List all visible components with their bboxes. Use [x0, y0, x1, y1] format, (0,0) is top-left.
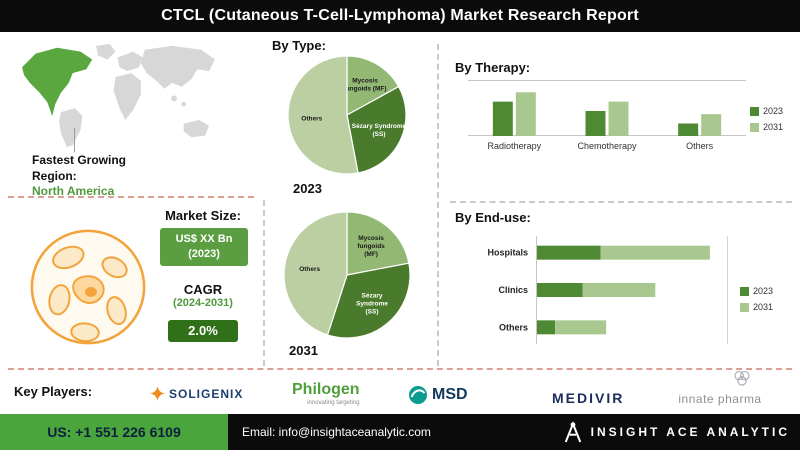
- by-therapy-bar-chart: Radiotherapy Chemotherapy Others: [468, 80, 746, 157]
- legend-swatch-2031: [740, 302, 749, 312]
- key-players-label: Key Players:: [14, 384, 93, 399]
- right-divider: [450, 201, 792, 203]
- legend-swatch-2023: [750, 106, 759, 116]
- column-divider-left: [263, 200, 265, 366]
- innate-pharma-name: innate pharma: [678, 392, 762, 406]
- brand-name: INSIGHT ACE ANALYTIC: [590, 425, 790, 439]
- market-size-value: US$ XX Bn: [175, 233, 233, 245]
- philogen-tagline: innovating targeting: [307, 400, 360, 406]
- pie-2023-year-label: 2023: [293, 181, 322, 196]
- philogen-name: Philogen: [292, 381, 360, 398]
- by-type-2023-pie-chart: Mycosis fungoids (MF) Sézary Syndrome (SS) O…: [287, 55, 407, 179]
- legend-swatch-2031: [750, 122, 759, 132]
- msd-name: MSD: [432, 386, 468, 403]
- brand-logo: INSIGHT ACE ANALYTIC: [563, 414, 790, 450]
- email-address: Email: info@insightaceanalytic.com: [242, 425, 431, 439]
- legend-item-2023: 2023: [750, 106, 783, 116]
- innate-flower-icon: [734, 370, 750, 386]
- logo-medivir: MEDIVIR: [552, 390, 624, 408]
- fastest-growing-value: North America: [32, 184, 115, 199]
- cagr-label: CAGR: [183, 282, 223, 297]
- cagr-block: CAGR (2024-2031): [152, 282, 254, 309]
- cell-illustration: [30, 229, 146, 345]
- world-map: [22, 43, 215, 148]
- logo-soligenix: SOLIGENIX: [150, 386, 243, 401]
- email-block: Email: info@insightaceanalytic.com: [242, 414, 431, 450]
- legend-swatch-2023: [740, 286, 749, 296]
- medivir-name: MEDIVIR: [552, 390, 625, 406]
- svg-text:Others: Others: [299, 266, 320, 273]
- msd-circle-icon: [409, 386, 427, 404]
- legend-item-2031: 2031: [740, 302, 773, 312]
- svg-text:Others: Others: [686, 141, 714, 151]
- logo-philogen: Philogen innovating targeting: [292, 381, 360, 406]
- svg-text:Radiotherapy: Radiotherapy: [488, 141, 542, 151]
- market-size-year: (2023): [188, 247, 220, 260]
- legend-item-2031: 2031: [750, 122, 783, 132]
- report-title: CTCL (Cutaneous T-Cell-Lymphoma) Market …: [161, 7, 639, 24]
- fastest-growing-label: Fastest Growing Region:: [32, 153, 127, 183]
- map-pointer-line: [74, 128, 75, 152]
- svg-text:Hospitals: Hospitals: [487, 248, 528, 258]
- report-title-bar: CTCL (Cutaneous T-Cell-Lymphoma) Market …: [0, 0, 800, 32]
- phone-number: US: +1 551 226 6109: [47, 424, 181, 440]
- logo-msd: MSD: [408, 385, 468, 405]
- soligenix-star-icon: [150, 386, 165, 401]
- svg-text:Others: Others: [499, 322, 528, 332]
- legend-item-2023: 2023: [740, 286, 773, 296]
- column-divider-right: [437, 44, 439, 366]
- pie-2031-year-label: 2031: [289, 343, 318, 358]
- legend-label-2031: 2031: [763, 122, 784, 132]
- by-end-use-legend: 2023 2031: [740, 286, 773, 318]
- north-america-highlight: [22, 47, 93, 116]
- by-end-use-title: By End-use:: [455, 210, 531, 225]
- insight-ace-a-icon: [564, 421, 581, 443]
- market-size-badge: US$ XX Bn (2023): [160, 228, 248, 266]
- legend-label-2023: 2023: [763, 106, 784, 116]
- by-type-2031-pie-chart: Mycosis fungoids (MF) Sézary Syndrome (SS) Oth…: [283, 211, 411, 343]
- by-therapy-legend: 2023 2031: [750, 106, 783, 138]
- by-therapy-title: By Therapy:: [455, 60, 531, 75]
- market-size-block: Market Size:: [152, 208, 254, 223]
- by-type-title: By Type:: [272, 38, 326, 53]
- svg-text:Clinics: Clinics: [498, 285, 528, 295]
- cagr-value-badge: 2.0%: [168, 320, 238, 342]
- legend-label-2023: 2023: [753, 286, 774, 296]
- fastest-growing-region: Fastest Growing Region: North America: [32, 153, 152, 198]
- soligenix-name: SOLIGENIX: [169, 386, 244, 401]
- svg-text:Chemotherapy: Chemotherapy: [577, 141, 637, 151]
- market-size-label: Market Size:: [165, 208, 241, 223]
- svg-text:Others: Others: [301, 115, 322, 122]
- svg-text:Sézary Syndrome(SS): Sézary Syndrome (SS): [352, 123, 406, 138]
- by-end-use-bar-chart: Hospitals Clinics Others: [468, 234, 730, 351]
- legend-label-2031: 2031: [753, 302, 774, 312]
- key-players-divider: [8, 368, 792, 370]
- left-divider: [8, 196, 254, 198]
- cagr-period: (2024-2031): [173, 297, 233, 309]
- logo-innate-pharma: innate pharma: [672, 370, 768, 406]
- phone-box: US: +1 551 226 6109: [0, 414, 228, 450]
